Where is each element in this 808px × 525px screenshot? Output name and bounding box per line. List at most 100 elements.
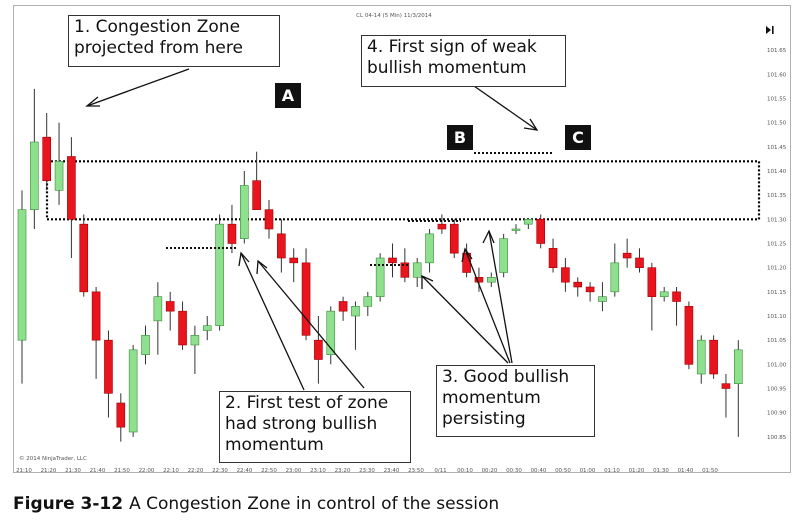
y-tick-label: 101.50 — [767, 121, 787, 127]
x-tick-label: 23:30 — [359, 468, 375, 474]
figure-caption: Figure 3-12 A Congestion Zone in control … — [13, 494, 499, 514]
y-tick-label: 101.40 — [767, 169, 787, 175]
y-tick-label: 101.45 — [767, 145, 787, 151]
candle-bearish — [400, 262, 410, 278]
candle-bullish — [499, 238, 508, 273]
candle-bullish — [412, 262, 422, 278]
candle-bearish — [536, 219, 546, 244]
x-tick-label: 22:30 — [212, 468, 228, 474]
y-tick-label: 101.00 — [767, 362, 787, 368]
x-tick-label: 22:20 — [188, 468, 204, 474]
candle-bearish — [561, 267, 570, 283]
y-tick-label: 100.95 — [767, 387, 787, 393]
candle-bullish — [351, 306, 360, 317]
x-tick-label: 00:20 — [482, 468, 498, 474]
candle-bearish — [437, 223, 447, 230]
x-tick-label: 01:20 — [629, 468, 645, 474]
x-tick-label: 23:10 — [310, 468, 326, 474]
candle-bullish — [524, 219, 533, 225]
candle-bullish — [153, 296, 163, 322]
y-tick-label: 101.20 — [767, 266, 787, 272]
candle-bearish — [227, 223, 237, 244]
candle-bullish — [511, 228, 521, 231]
x-tick-label: 00:30 — [506, 468, 522, 474]
caption-text: A Congestion Zone in control of the sess… — [129, 494, 500, 514]
candle-bearish — [672, 291, 681, 302]
candle-bullish — [202, 325, 212, 331]
annotation-arrows — [85, 68, 539, 391]
annotation-4: 4. First sign of weak bullish momentum — [361, 35, 566, 87]
y-tick-label: 101.65 — [767, 48, 787, 54]
candle-bearish — [116, 402, 126, 428]
candle-bullish — [598, 296, 607, 302]
x-tick-label: 23:20 — [335, 468, 351, 474]
annotation-2: 2. First test of zone had strong bullish… — [219, 391, 411, 463]
x-tick-label: 01:40 — [678, 468, 694, 474]
x-tick-label: 21:20 — [41, 468, 57, 474]
candle-bearish — [178, 310, 187, 346]
x-tick-label: 23:50 — [408, 468, 424, 474]
candle-bullish — [733, 349, 743, 384]
marker-b: B — [447, 125, 473, 150]
x-tick-label: 21:30 — [65, 468, 81, 474]
candle-bearish — [721, 383, 731, 389]
candlestick-chart: CL 04-14 (5 Min) 11/3/2014 © 2014 NinjaT… — [16, 13, 787, 474]
candle-bullish — [30, 141, 39, 210]
x-tick-label: 01:50 — [702, 468, 718, 474]
candle-bearish — [301, 262, 311, 336]
x-tick-label: 00:40 — [531, 468, 547, 474]
annotation-3: 3. Good bullish momentum persisting — [436, 365, 595, 437]
x-tick-label: 01:00 — [580, 468, 596, 474]
x-tick-label: 00:50 — [555, 468, 571, 474]
x-tick-label: 23:40 — [384, 468, 400, 474]
candle-bullish — [326, 310, 336, 355]
candle-bullish — [128, 349, 138, 433]
marker-a: A — [275, 83, 301, 108]
y-tick-label: 100.90 — [767, 411, 787, 417]
candle-bearish — [165, 301, 175, 312]
x-tick-label: 22:50 — [261, 468, 277, 474]
y-tick-label: 101.05 — [767, 338, 787, 344]
candle-bullish — [190, 335, 200, 346]
candle-bearish — [585, 286, 595, 293]
candle-bearish — [709, 339, 718, 375]
y-tick-label: 101.35 — [767, 193, 787, 199]
candle-bearish — [647, 267, 657, 297]
candles — [17, 88, 743, 442]
candle-bullish — [240, 185, 249, 239]
y-tick-label: 101.10 — [767, 314, 787, 320]
x-tick-label: 23:00 — [286, 468, 302, 474]
watermark: © 2014 NinjaTrader, LLC — [19, 455, 87, 462]
candle-bearish — [277, 233, 286, 259]
candle-bearish — [548, 248, 558, 268]
window-title: CL 04-14 (5 Min) 11/3/2014 — [356, 13, 432, 19]
candle-bearish — [338, 301, 348, 312]
arrow-2 — [240, 252, 305, 391]
chart-frame: CL 04-14 (5 Min) 11/3/2014 © 2014 NinjaT… — [13, 5, 791, 474]
candle-bearish — [474, 277, 484, 283]
arrow-4 — [473, 85, 538, 131]
dotted-resistance-lines — [166, 152, 552, 266]
candle-bullish — [363, 296, 373, 307]
x-tick-label: 00:10 — [457, 468, 473, 474]
caption-label: Figure 3-12 — [13, 494, 124, 514]
marker-c: C — [565, 125, 591, 150]
candle-bullish — [54, 161, 64, 191]
x-tick-label: 22:40 — [237, 468, 253, 474]
candle-bearish — [91, 291, 101, 341]
x-axis: 21:10 21:20 21:30 21:40 21:50 22:00 22:10 22:20… — [16, 468, 718, 474]
x-tick-label: 22:00 — [139, 468, 155, 474]
candle-bullish — [610, 262, 620, 293]
play-icon[interactable] — [766, 26, 774, 34]
candle-bearish — [264, 209, 274, 230]
candle-bearish — [104, 339, 113, 394]
candle-bearish — [684, 306, 694, 365]
arrow-3b — [464, 248, 511, 364]
x-tick-label: 01:10 — [604, 468, 620, 474]
candle-bullish — [141, 335, 150, 355]
candle-bearish — [314, 339, 323, 360]
arrow-3c — [488, 230, 513, 364]
candle-bullish — [425, 233, 434, 264]
candle-bearish — [289, 257, 299, 264]
y-axis: 101.65 101.60 101.55 101.50 101.45 101.40 101.… — [767, 48, 787, 441]
